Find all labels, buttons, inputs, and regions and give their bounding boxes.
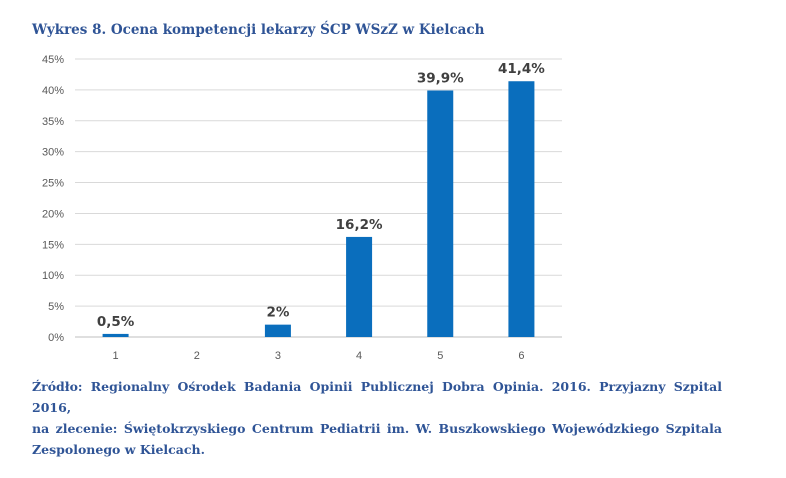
data-label: 39,9% [417,71,464,87]
y-tick-label: 0% [48,332,64,344]
bars [102,81,535,338]
source-line: Zespolonego w Kielcach. [32,442,205,457]
x-tick-label: 2 [194,350,200,362]
x-tick-label: 4 [356,350,362,362]
x-tick-label: 3 [275,350,281,362]
x-axis-ticks: 1 2 3 4 5 6 [113,350,525,362]
source-note: Źródło: Regionalny Ośrodek Badania Opini… [32,376,722,460]
y-axis-ticks: 0% 5% 10% 15% 20% 25% 30% 35% 40% 45% [42,54,64,344]
data-label: 41,4% [498,61,545,77]
data-labels: 0,5% 2% 16,2% 39,9% 41,4% [97,61,545,330]
y-tick-label: 45% [42,54,64,66]
bar [102,333,129,337]
data-label: 16,2% [336,217,383,233]
bar [508,81,535,338]
x-tick-label: 6 [518,350,524,362]
y-tick-label: 25% [42,178,64,190]
y-tick-label: 20% [42,208,64,220]
chart-title: Wykres 8. Ocena kompetencji lekarzy ŚCP … [32,22,485,38]
bar [427,90,454,337]
gridlines [75,58,562,338]
bar [264,324,291,337]
data-label: 2% [266,305,289,321]
y-tick-label: 35% [42,116,64,128]
x-tick-label: 1 [113,350,119,362]
data-label: 0,5% [97,314,135,330]
source-line: na zlecenie: Świętokrzyskiego Centrum Pe… [32,421,722,436]
source-line: Źródło: Regionalny Ośrodek Badania Opini… [32,379,722,415]
bar-chart: 0% 5% 10% 15% 20% 25% 30% 35% 40% 45% 0,5% 2% 16,2%… [42,54,562,362]
y-tick-label: 15% [42,239,64,251]
y-tick-label: 10% [42,270,64,282]
y-tick-label: 40% [42,85,64,97]
bar [346,236,373,337]
x-tick-label: 5 [437,350,443,362]
y-tick-label: 5% [48,301,64,313]
y-tick-label: 30% [42,147,64,159]
